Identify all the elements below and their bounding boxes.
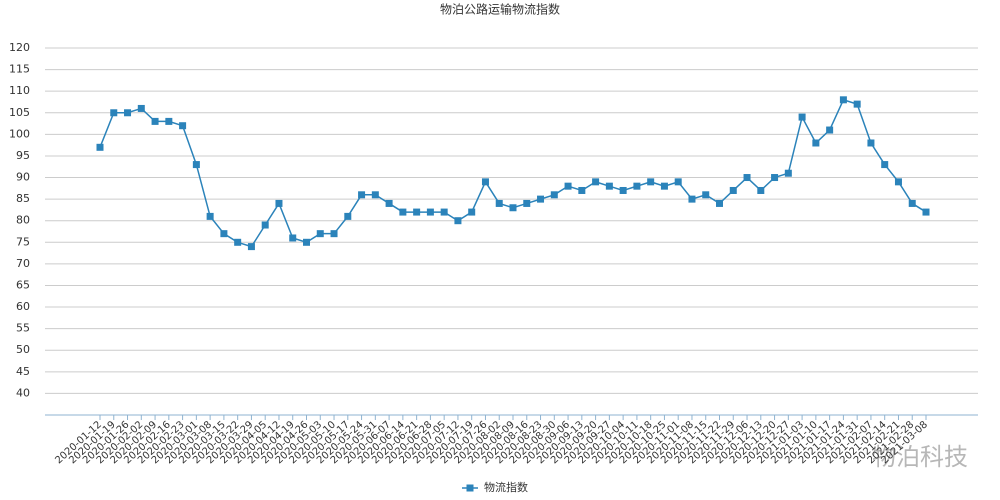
marker <box>192 161 200 169</box>
marker <box>743 174 751 182</box>
marker <box>454 217 462 225</box>
marker <box>206 212 214 220</box>
marker <box>289 234 297 242</box>
y-tick-label: 85 <box>16 192 30 205</box>
marker <box>894 178 902 186</box>
marker <box>358 191 366 199</box>
marker <box>537 195 545 203</box>
marker <box>399 208 407 216</box>
marker <box>867 139 875 147</box>
y-tick-label: 50 <box>16 343 30 356</box>
marker <box>495 199 503 207</box>
marker <box>440 208 448 216</box>
y-tick-label: 115 <box>9 63 30 76</box>
marker <box>605 182 613 190</box>
marker <box>660 182 668 190</box>
marker <box>908 199 916 207</box>
marker <box>220 230 228 238</box>
marker <box>564 182 572 190</box>
marker <box>344 212 352 220</box>
marker <box>922 208 930 216</box>
marker <box>330 230 338 238</box>
marker <box>757 186 765 194</box>
marker <box>413 208 421 216</box>
y-tick-label: 75 <box>16 235 30 248</box>
chart-title: 物泊公路运输物流指数 <box>440 2 560 17</box>
marker <box>481 178 489 186</box>
y-tick-label: 45 <box>16 365 30 378</box>
marker <box>784 169 792 177</box>
y-tick-label: 65 <box>16 278 30 291</box>
line <box>99 98 927 248</box>
marker <box>853 100 861 108</box>
marker <box>303 238 310 246</box>
marker <box>426 208 434 216</box>
marker <box>165 117 173 125</box>
marker <box>124 109 132 117</box>
watermark: 物泊科技 <box>872 443 968 471</box>
y-tick-label: 60 <box>16 300 30 313</box>
marker <box>839 96 847 104</box>
marker <box>798 113 806 121</box>
marker <box>702 191 710 199</box>
marker <box>881 161 889 169</box>
marker <box>275 199 283 207</box>
y-tick-label: 40 <box>16 386 30 399</box>
y-tick-label: 95 <box>16 149 30 162</box>
marker <box>316 230 324 238</box>
marker <box>674 178 682 186</box>
y-tick-label: 105 <box>9 106 30 119</box>
marker <box>151 117 159 125</box>
marker <box>137 104 145 112</box>
marker <box>633 182 641 190</box>
marker <box>179 122 187 130</box>
marker <box>647 178 655 186</box>
y-tick-label: 70 <box>16 257 30 270</box>
marker <box>716 199 723 207</box>
marker <box>592 178 600 186</box>
y-tick-label: 110 <box>9 84 30 97</box>
marker <box>688 195 696 203</box>
y-tick-label: 120 <box>9 41 30 54</box>
marker <box>619 186 627 194</box>
marker <box>523 199 531 207</box>
marker <box>234 238 242 246</box>
marker <box>550 191 558 199</box>
marker <box>826 126 834 134</box>
legend-marker <box>466 484 474 492</box>
y-tick-label: 100 <box>9 127 30 140</box>
marker <box>771 174 779 182</box>
y-tick-label: 90 <box>16 171 30 184</box>
marker <box>812 139 820 147</box>
marker <box>509 204 517 212</box>
legend-label: 物流指数 <box>484 480 528 494</box>
marker <box>110 109 118 117</box>
y-tick-label: 55 <box>16 322 30 335</box>
marker <box>729 186 737 194</box>
marker <box>96 143 104 151</box>
marker <box>468 208 476 216</box>
marker <box>261 221 269 229</box>
marker <box>385 199 393 207</box>
marker <box>371 191 379 199</box>
marker <box>247 243 255 251</box>
y-tick-label: 80 <box>16 214 30 227</box>
marker <box>578 186 586 194</box>
